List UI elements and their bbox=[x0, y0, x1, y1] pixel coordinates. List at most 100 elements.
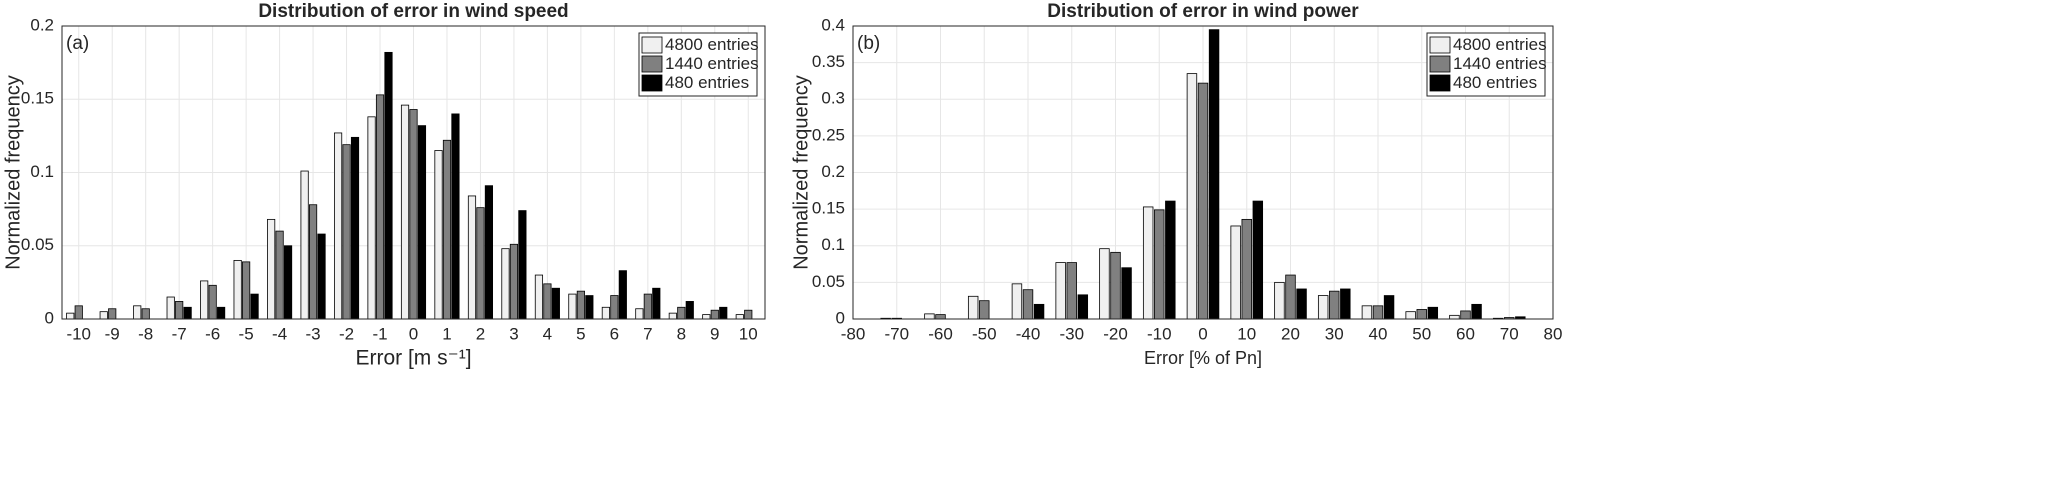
bar bbox=[1022, 289, 1034, 320]
bar bbox=[66, 312, 75, 320]
bar bbox=[74, 305, 83, 320]
bar bbox=[568, 293, 577, 320]
bar bbox=[1011, 283, 1023, 320]
y-tick-label: 0.4 bbox=[821, 15, 845, 34]
x-tick-label: 7 bbox=[643, 324, 652, 343]
bar bbox=[1317, 295, 1329, 320]
annotation: (b) bbox=[857, 33, 880, 54]
bar bbox=[1066, 262, 1077, 320]
bar bbox=[518, 210, 527, 320]
bar bbox=[300, 170, 309, 320]
bar bbox=[141, 308, 150, 320]
x-tick-label: -9 bbox=[105, 324, 120, 343]
bar bbox=[1285, 274, 1296, 320]
axes: 0 0.05 0.1 0.15 0.2 0.25 0.3 0.35 0.4 -80 -70 -60 -5… bbox=[790, 1, 1562, 368]
bar bbox=[1142, 206, 1154, 320]
y-tick-label: 0.35 bbox=[812, 52, 845, 71]
x-tick-label: -3 bbox=[306, 324, 321, 343]
x-tick-label: 40 bbox=[1369, 324, 1388, 343]
bar bbox=[543, 283, 552, 320]
legend-label: 480 entries bbox=[1453, 73, 1537, 92]
bar bbox=[1427, 306, 1439, 320]
y-tick-label: 0.2 bbox=[30, 15, 54, 34]
bar bbox=[1165, 200, 1176, 320]
bar bbox=[685, 301, 694, 320]
y-tick-label: 0.05 bbox=[812, 272, 845, 291]
bar bbox=[1471, 303, 1482, 320]
bar bbox=[1405, 311, 1416, 320]
bar bbox=[1372, 305, 1384, 320]
bar bbox=[1077, 294, 1089, 320]
bar bbox=[200, 280, 209, 320]
x-tick-label: 0 bbox=[1198, 324, 1207, 343]
chart-title: Distribution of error in wind speed bbox=[258, 1, 568, 22]
x-tick-label: 70 bbox=[1500, 324, 1519, 343]
axes-frame bbox=[852, 25, 1554, 320]
bar bbox=[333, 132, 343, 320]
bar bbox=[317, 233, 326, 320]
bar bbox=[350, 136, 360, 320]
x-tick-label: 10 bbox=[739, 324, 758, 343]
x-tick-label: -50 bbox=[972, 324, 997, 343]
bar bbox=[1252, 200, 1264, 320]
bar bbox=[342, 144, 351, 320]
y-tick-label: 0.15 bbox=[812, 199, 845, 218]
bar bbox=[275, 230, 284, 320]
bar bbox=[702, 314, 711, 320]
x-tick-label: -80 bbox=[841, 324, 866, 343]
bar bbox=[635, 308, 644, 320]
bar bbox=[710, 309, 719, 320]
legend-swatch bbox=[1429, 55, 1451, 73]
x-tick-label: -10 bbox=[1147, 324, 1172, 343]
bar bbox=[551, 287, 560, 320]
bar bbox=[1230, 225, 1241, 320]
bar bbox=[652, 287, 661, 320]
bar bbox=[576, 290, 585, 320]
annotation: (a) bbox=[66, 33, 89, 54]
x-tick-label: -4 bbox=[272, 324, 287, 343]
y-tick-label: 0.1 bbox=[821, 235, 845, 254]
x-tick-label: -70 bbox=[884, 324, 909, 343]
axes-frame bbox=[61, 25, 766, 320]
x-axis-label: Error [m s⁻¹] bbox=[355, 347, 471, 370]
legend-label: 4800 entries bbox=[1453, 35, 1547, 54]
bar bbox=[1361, 305, 1373, 320]
bar bbox=[451, 113, 460, 320]
bar bbox=[442, 139, 452, 320]
bar bbox=[1154, 209, 1165, 320]
bar bbox=[166, 296, 175, 320]
bar bbox=[250, 293, 259, 320]
x-tick-label: 4 bbox=[543, 324, 552, 343]
bar bbox=[744, 309, 753, 320]
bar bbox=[99, 311, 108, 320]
y-tick-label: 0.15 bbox=[21, 89, 54, 108]
legend-label: 4800 entries bbox=[665, 35, 759, 54]
bar bbox=[434, 150, 443, 320]
bar bbox=[1033, 303, 1045, 320]
bar bbox=[175, 301, 184, 320]
bar bbox=[467, 195, 477, 320]
legend-swatch bbox=[641, 55, 663, 73]
bar bbox=[417, 125, 427, 320]
x-tick-label: -5 bbox=[239, 324, 254, 343]
x-tick-label: -8 bbox=[138, 324, 153, 343]
x-tick-label: -60 bbox=[928, 324, 953, 343]
bar bbox=[1329, 290, 1340, 320]
bar bbox=[719, 306, 728, 320]
bar bbox=[1186, 73, 1198, 320]
y-tick-label: 0.25 bbox=[812, 125, 845, 144]
x-tick-label: 0 bbox=[409, 324, 418, 343]
bar bbox=[183, 306, 192, 320]
legend-swatch bbox=[641, 36, 663, 54]
bar bbox=[601, 306, 610, 320]
bar bbox=[735, 314, 744, 320]
bar bbox=[967, 295, 979, 320]
x-tick-label: -7 bbox=[172, 324, 187, 343]
x-tick-label: -20 bbox=[1103, 324, 1128, 343]
x-tick-label: 1 bbox=[442, 324, 451, 343]
y-tick-label: 0 bbox=[45, 308, 54, 327]
x-tick-label: 60 bbox=[1456, 324, 1475, 343]
legend-swatch bbox=[1429, 74, 1451, 92]
x-tick-label: 9 bbox=[710, 324, 719, 343]
